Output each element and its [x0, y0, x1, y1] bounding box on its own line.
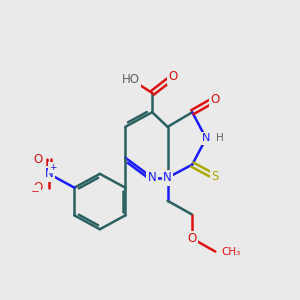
Text: N: N [202, 134, 210, 143]
Text: O: O [34, 153, 43, 166]
Text: O: O [34, 181, 43, 194]
Text: O: O [188, 232, 197, 245]
Text: S: S [212, 170, 219, 183]
Text: O: O [168, 70, 178, 83]
Text: O: O [211, 93, 220, 106]
Text: −: − [31, 187, 40, 196]
Text: CH₃: CH₃ [221, 247, 241, 256]
Text: HO: HO [122, 73, 140, 85]
Text: H: H [216, 134, 224, 143]
Text: N: N [148, 171, 157, 184]
Text: N: N [45, 167, 53, 180]
Text: N: N [163, 171, 172, 184]
Text: +: + [49, 163, 57, 172]
